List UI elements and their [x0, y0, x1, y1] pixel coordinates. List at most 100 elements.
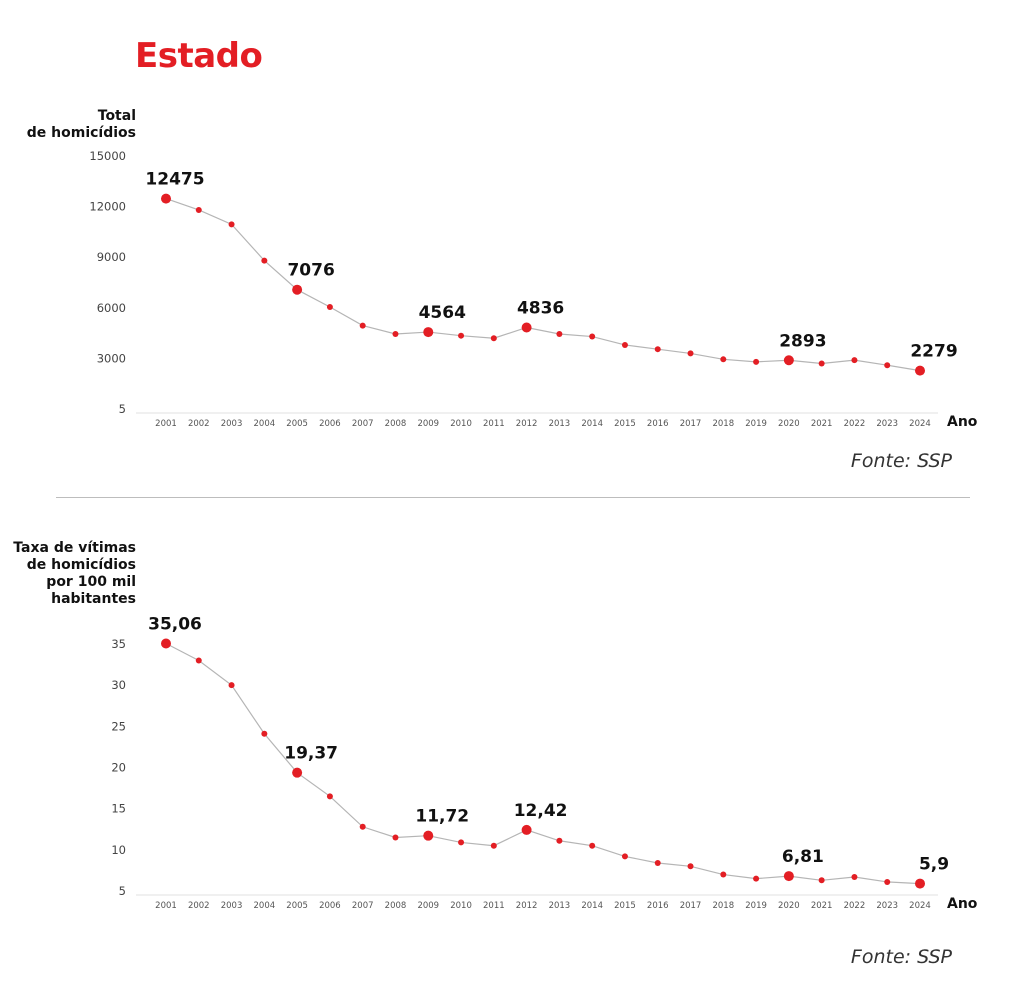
highlight-point: [161, 638, 171, 649]
x-tick-label: 2024: [909, 419, 931, 429]
x-tick-label: 2004: [254, 901, 276, 911]
chart1-ylabel-line: de homicídios: [26, 125, 136, 141]
data-point: [687, 863, 694, 870]
x-axis-title: Ano: [947, 414, 978, 430]
data-point: [458, 332, 465, 339]
y-tick-label: 20: [111, 761, 126, 775]
data-point: [621, 853, 628, 860]
chart2-ylabel: Taxa de vítimas de homicídios por 100 mi…: [13, 540, 136, 608]
x-tick-label: 2017: [680, 901, 702, 911]
y-tick-label: 15000: [89, 149, 126, 163]
chart1-ylabel-line: Total: [97, 108, 136, 124]
highlight-point: [521, 322, 532, 333]
data-label: 2279: [910, 342, 957, 362]
data-point: [556, 837, 563, 844]
x-tick-label: 2009: [417, 419, 439, 429]
chart2-source: Fonte: SSP: [850, 946, 952, 968]
data-point: [654, 346, 661, 353]
x-tick-label: 2011: [483, 419, 505, 429]
x-tick-label: 2004: [254, 419, 276, 429]
highlight-point: [292, 284, 303, 295]
x-tick-label: 2006: [319, 419, 341, 429]
data-point: [818, 360, 825, 367]
x-tick-label: 2012: [516, 901, 538, 911]
data-point: [621, 341, 628, 348]
data-point: [884, 362, 891, 369]
data-label: 11,72: [415, 807, 469, 827]
data-point: [228, 221, 235, 228]
x-tick-label: 2006: [319, 901, 341, 911]
chart2-ylabel-line: por 100 mil: [46, 574, 136, 590]
highlight-point: [521, 824, 532, 835]
y-tick-label: 3000: [97, 351, 126, 365]
x-tick-label: 2014: [581, 419, 603, 429]
x-tick-label: 2016: [647, 901, 669, 911]
y-tick-label: 15: [111, 802, 126, 816]
data-point: [851, 357, 858, 364]
data-point: [884, 878, 891, 885]
x-tick-label: 2010: [450, 901, 472, 911]
highlight-point: [915, 365, 925, 376]
data-label: 19,37: [284, 744, 338, 764]
data-point: [392, 331, 399, 338]
x-tick-label: 2001: [155, 901, 177, 911]
x-tick-label: 2015: [614, 419, 636, 429]
data-point: [392, 834, 399, 841]
x-tick-label: 2014: [581, 901, 603, 911]
chart1-ylabel: Total de homicídios: [27, 108, 136, 142]
data-point: [490, 842, 497, 849]
x-tick-label: 2002: [188, 419, 210, 429]
x-tick-label: 2010: [450, 419, 472, 429]
x-tick-label: 2020: [778, 419, 800, 429]
data-label: 12,42: [514, 801, 568, 821]
x-tick-label: 2011: [483, 901, 505, 911]
data-point: [195, 657, 202, 664]
data-label: 5,9: [919, 855, 949, 875]
highlight-point: [292, 767, 303, 778]
data-point: [654, 860, 661, 867]
chart2-ylabel-line: de homicídios: [26, 557, 136, 573]
highlight-point: [423, 830, 434, 841]
data-point: [753, 875, 760, 882]
page-title: Estado: [135, 36, 263, 76]
x-tick-label: 2016: [647, 419, 669, 429]
x-tick-label: 2002: [188, 901, 210, 911]
x-tick-label: 2008: [385, 419, 407, 429]
data-point: [359, 322, 366, 329]
x-tick-label: 2018: [712, 901, 734, 911]
x-tick-label: 2013: [549, 419, 571, 429]
x-tick-label: 2012: [516, 419, 538, 429]
x-tick-label: 2024: [909, 901, 931, 911]
data-label: 7076: [287, 261, 334, 281]
highlight-point: [783, 355, 794, 366]
data-point: [687, 350, 694, 357]
data-point: [261, 730, 268, 737]
y-tick-label: 5: [119, 884, 126, 898]
x-tick-label: 2003: [221, 901, 243, 911]
data-point: [720, 356, 727, 363]
x-axis-title: Ano: [947, 896, 978, 912]
y-tick-label: 25: [111, 719, 126, 733]
data-point: [326, 304, 333, 311]
x-tick-label: 2009: [417, 901, 439, 911]
x-tick-label: 2021: [811, 901, 833, 911]
x-tick-label: 2019: [745, 419, 767, 429]
x-tick-label: 2023: [876, 419, 898, 429]
data-point: [261, 257, 268, 264]
data-point: [589, 842, 596, 849]
data-point: [818, 877, 825, 884]
x-tick-label: 2018: [712, 419, 734, 429]
x-tick-label: 2015: [614, 901, 636, 911]
y-tick-label: 9000: [97, 250, 126, 264]
data-point: [195, 206, 202, 213]
data-label: 12475: [145, 170, 204, 190]
chart2-ylabel-line: Taxa de vítimas: [13, 540, 136, 556]
x-tick-label: 2005: [286, 419, 308, 429]
x-tick-label: 2017: [680, 419, 702, 429]
x-tick-label: 2022: [844, 419, 866, 429]
highlight-point: [161, 193, 171, 204]
series-line: [165, 642, 921, 885]
x-tick-label: 2020: [778, 901, 800, 911]
